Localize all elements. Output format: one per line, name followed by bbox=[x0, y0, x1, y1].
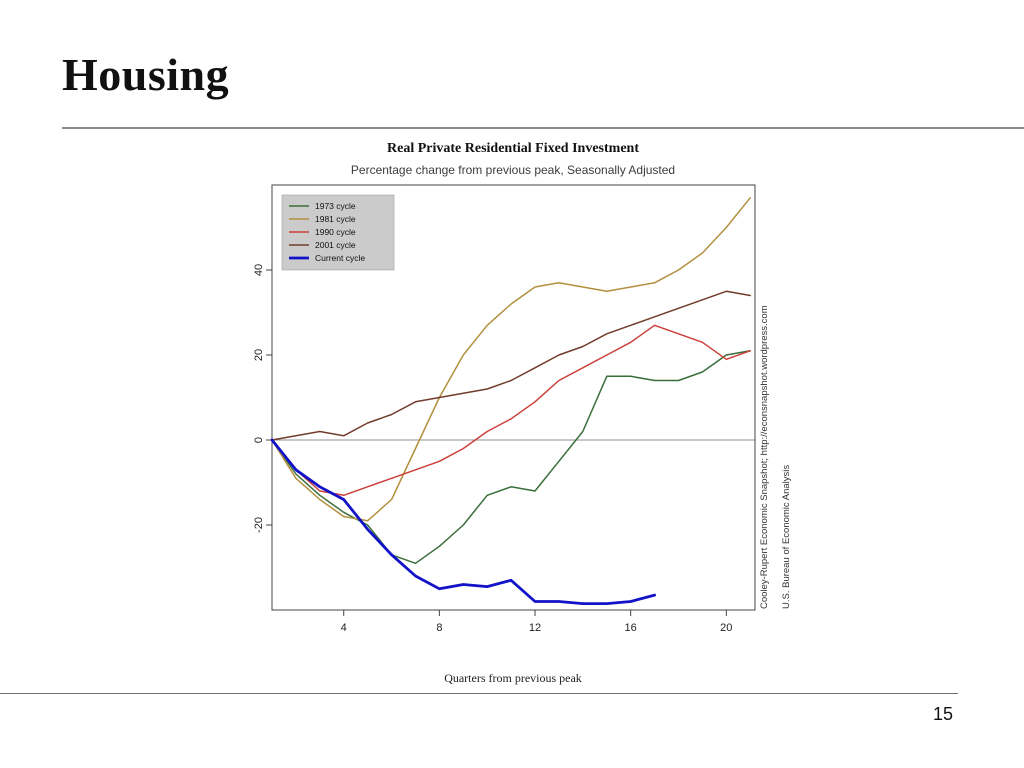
y-tick-label: 40 bbox=[253, 264, 265, 276]
x-tick-label: 4 bbox=[341, 622, 347, 634]
source-caption-bea: U.S. Bureau of Economic Analysis bbox=[781, 464, 792, 609]
page-number: 15 bbox=[933, 704, 954, 724]
investment-line-chart: 4 8 12 16 20 -20 0 20 40 1973 cycle 1981 cycle 1990… bbox=[253, 184, 756, 634]
x-tick-label: 12 bbox=[529, 622, 541, 634]
legend-label: 1981 cycle bbox=[315, 214, 356, 224]
legend-label: 1990 cycle bbox=[315, 227, 356, 237]
y-tick-label: 20 bbox=[253, 349, 265, 361]
series-line-2001-cycle bbox=[271, 290, 751, 441]
source-caption-snapshot: Cooley-Rupert Economic Snapshot; http://… bbox=[759, 305, 770, 609]
series-line-current-cycle bbox=[270, 438, 657, 606]
legend-label: 2001 cycle bbox=[315, 240, 356, 250]
chart-title: Real Private Residential Fixed Investmen… bbox=[387, 141, 639, 156]
x-axis-label: Quarters from previous peak bbox=[444, 671, 582, 685]
series-line-1973-cycle bbox=[271, 350, 751, 565]
plot-border bbox=[271, 184, 756, 611]
series-line-1981-cycle bbox=[271, 197, 751, 522]
x-tick-label: 20 bbox=[720, 622, 732, 634]
footer-divider bbox=[0, 693, 958, 694]
title-divider bbox=[62, 127, 1024, 129]
y-tick-label: 0 bbox=[253, 437, 265, 443]
series-line-1990-cycle bbox=[271, 324, 751, 497]
x-tick-label: 16 bbox=[625, 622, 637, 634]
page-title: Housing bbox=[62, 49, 230, 100]
x-tick-label: 8 bbox=[436, 622, 442, 634]
chart-subtitle: Percentage change from previous peak, Se… bbox=[350, 163, 676, 177]
legend-label: 1973 cycle bbox=[315, 201, 356, 211]
legend-label: Current cycle bbox=[315, 253, 365, 263]
y-tick-label: -20 bbox=[253, 517, 265, 533]
